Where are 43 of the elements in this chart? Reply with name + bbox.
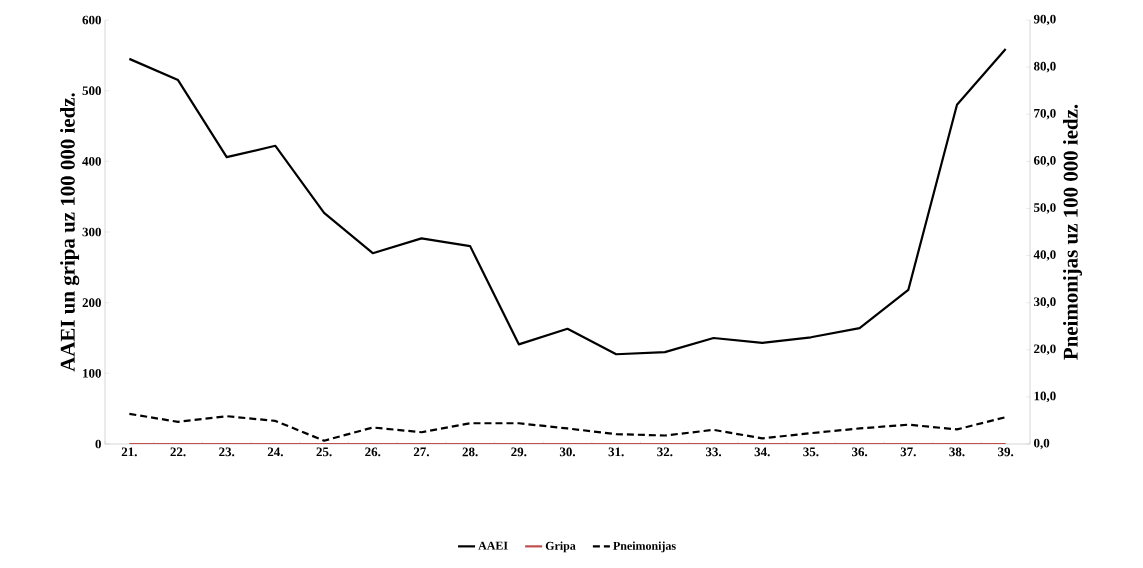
x-tick-label: 23. xyxy=(219,447,235,457)
x-tick-label: 34. xyxy=(754,447,770,457)
y2-tick-label: 50,0 xyxy=(1034,203,1056,214)
y2-tick-label: 70,0 xyxy=(1034,108,1056,120)
y2-tick-label: 30,0 xyxy=(1034,297,1056,308)
x-tick-label: 22. xyxy=(170,447,186,457)
y-tick-label: 200 xyxy=(82,298,101,308)
y2-tick-label: 60,0 xyxy=(1033,156,1056,167)
x-tick-label: 27. xyxy=(413,447,429,457)
x-tick-label: 32. xyxy=(657,447,673,457)
legend-label: AAEI xyxy=(478,541,508,550)
y-axis-title: AAEI un gripa uz 100 000 iedz. xyxy=(60,93,80,372)
x-tick-label: 28. xyxy=(462,447,478,457)
y2-tick-label: 90,0 xyxy=(1033,14,1056,26)
y-tick-label: 500 xyxy=(82,86,101,96)
line-series xyxy=(128,47,1007,356)
legend-label: Gripa xyxy=(545,541,576,553)
x-tick-label: 25. xyxy=(316,447,332,457)
x-tick-label: 24. xyxy=(267,447,283,457)
x-tick-label: 33. xyxy=(705,447,722,457)
x-tick-label: 35. xyxy=(803,447,819,457)
y2-tick-label: 20,0 xyxy=(1034,344,1056,356)
y-tick-label: 0 xyxy=(95,439,101,449)
y-tick-label: 400 xyxy=(82,156,101,166)
x-tick-label: 38. xyxy=(949,447,965,457)
y-tick-label: 300 xyxy=(82,227,101,237)
y2-tick-label: 40,0 xyxy=(1033,250,1056,261)
y2-axis-title: Pneimonijas uz 100 000 iedz. xyxy=(1063,104,1083,360)
y2-tick-label: 10,0 xyxy=(1034,391,1056,403)
x-tick-label: 29. xyxy=(511,447,527,457)
y-tick-label: 600 xyxy=(82,15,101,25)
x-tick-label: 37. xyxy=(900,447,916,457)
x-tick-label: 39. xyxy=(998,447,1014,457)
y2-tick-label: 80,0 xyxy=(1033,61,1056,73)
line-series xyxy=(128,412,1007,442)
y-tick-label: 100 xyxy=(83,368,101,378)
x-tick-label: 36. xyxy=(852,447,868,457)
x-tick-label: 30. xyxy=(559,447,576,457)
y2-tick-label: 0,0 xyxy=(1034,438,1050,450)
x-tick-label: 31. xyxy=(608,447,624,457)
x-tick-label: 26. xyxy=(365,447,381,457)
legend-label: Pneimonijas xyxy=(613,541,676,553)
x-tick-label: 21. xyxy=(121,447,137,457)
